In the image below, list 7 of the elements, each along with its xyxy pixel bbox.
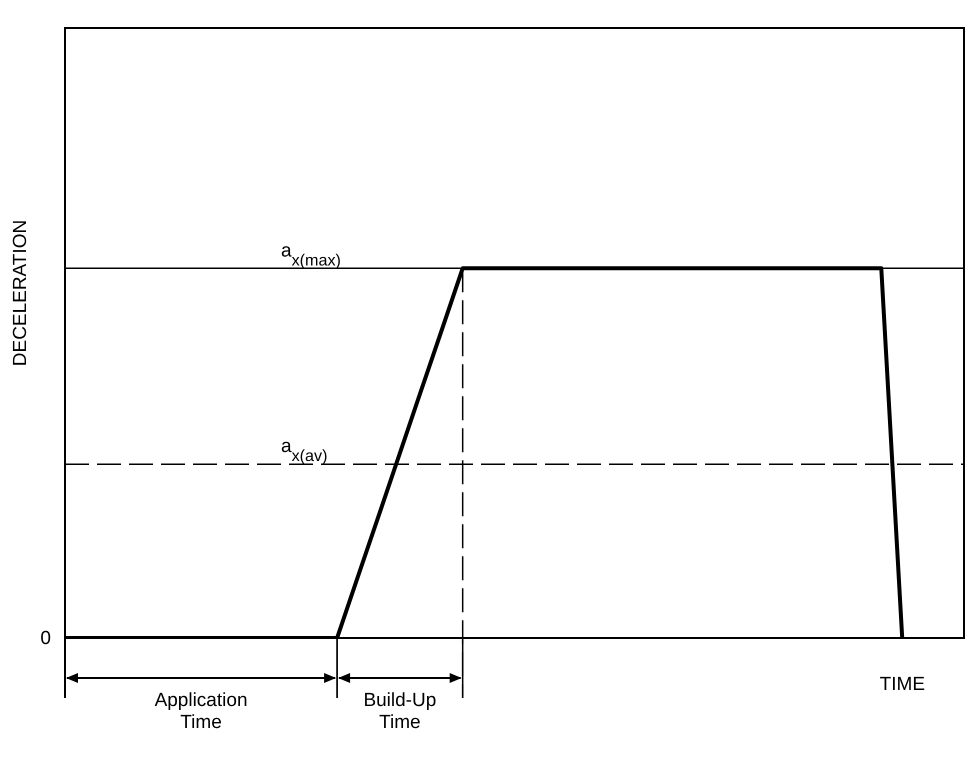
y-axis-title: DECELERATION <box>10 220 31 366</box>
ref-line-label: a$_{x(max)}$ <box>281 240 341 270</box>
x-axis-title: TIME <box>880 674 925 695</box>
ref-line-label: a$_{x(av)}$ <box>281 436 328 466</box>
text: Application Time <box>154 690 248 733</box>
text: 0 <box>40 628 51 649</box>
text: Build-Up Time <box>363 690 436 733</box>
